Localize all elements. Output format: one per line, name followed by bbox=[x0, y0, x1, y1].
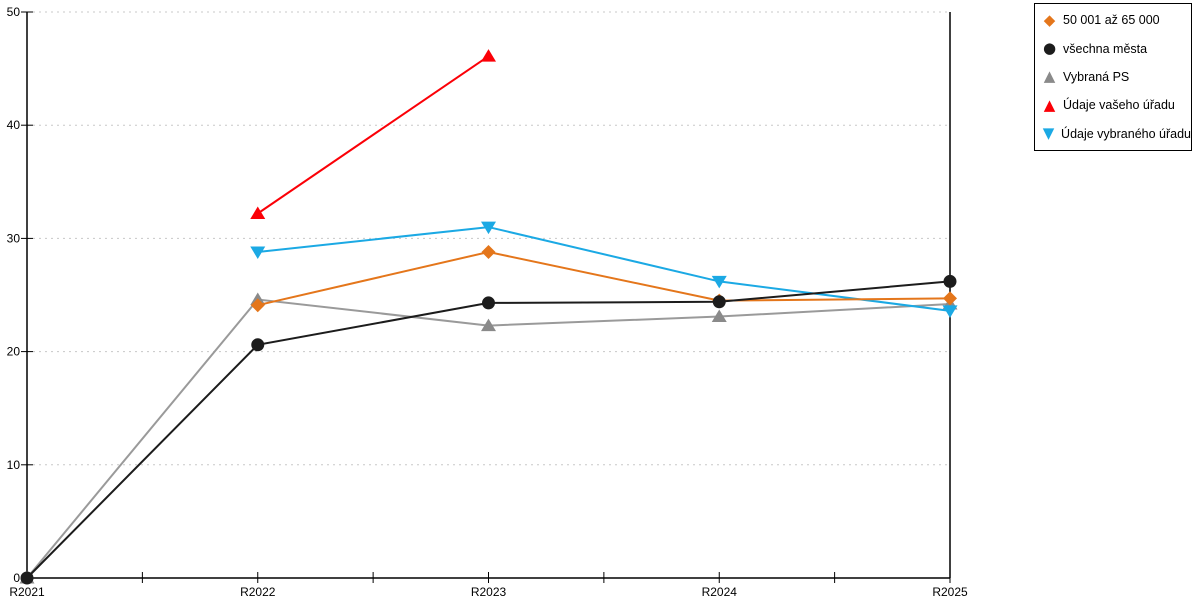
svg-text:R2023: R2023 bbox=[471, 585, 507, 599]
svg-text:0: 0 bbox=[13, 571, 20, 585]
legend-item: ▲ Údaje vašeho úřadu bbox=[1042, 95, 1191, 114]
svg-text:R2022: R2022 bbox=[240, 585, 276, 599]
chart-legend: ◆ 50 001 až 65 000 ● všechna města ▲ Vyb… bbox=[1034, 3, 1192, 151]
svg-text:R2021: R2021 bbox=[9, 585, 45, 599]
diamond-icon: ◆ bbox=[1043, 10, 1056, 29]
svg-text:20: 20 bbox=[7, 345, 21, 359]
svg-text:R2025: R2025 bbox=[932, 585, 968, 599]
svg-text:10: 10 bbox=[7, 458, 21, 472]
legend-label: Údaje vybraného úřadu bbox=[1061, 126, 1191, 141]
triangle-up-icon: ▲ bbox=[1043, 95, 1056, 114]
legend-label: Vybraná PS bbox=[1063, 69, 1130, 84]
svg-text:30: 30 bbox=[7, 231, 21, 245]
circle-icon: ● bbox=[1042, 39, 1057, 58]
svg-text:40: 40 bbox=[7, 118, 21, 132]
legend-item: ◆ 50 001 až 65 000 bbox=[1042, 10, 1191, 29]
triangle-up-icon: ▲ bbox=[1043, 67, 1056, 86]
legend-item: ● všechna města bbox=[1042, 41, 1191, 56]
svg-text:50: 50 bbox=[7, 5, 21, 19]
legend-label: Údaje vašeho úřadu bbox=[1063, 98, 1175, 113]
legend-item: ▲ Vybraná PS bbox=[1042, 69, 1191, 84]
triangle-down-icon: ▼ bbox=[1042, 124, 1055, 143]
svg-text:R2024: R2024 bbox=[702, 585, 738, 599]
legend-label: 50 001 až 65 000 bbox=[1063, 13, 1160, 28]
legend-label: všechna města bbox=[1063, 41, 1148, 56]
legend-item: ▼ Údaje vybraného úřadu bbox=[1042, 126, 1191, 141]
